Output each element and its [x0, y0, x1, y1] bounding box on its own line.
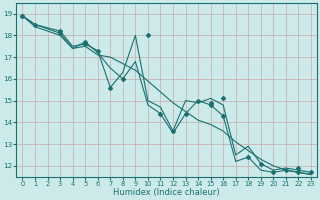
X-axis label: Humidex (Indice chaleur): Humidex (Indice chaleur) [113, 188, 220, 197]
